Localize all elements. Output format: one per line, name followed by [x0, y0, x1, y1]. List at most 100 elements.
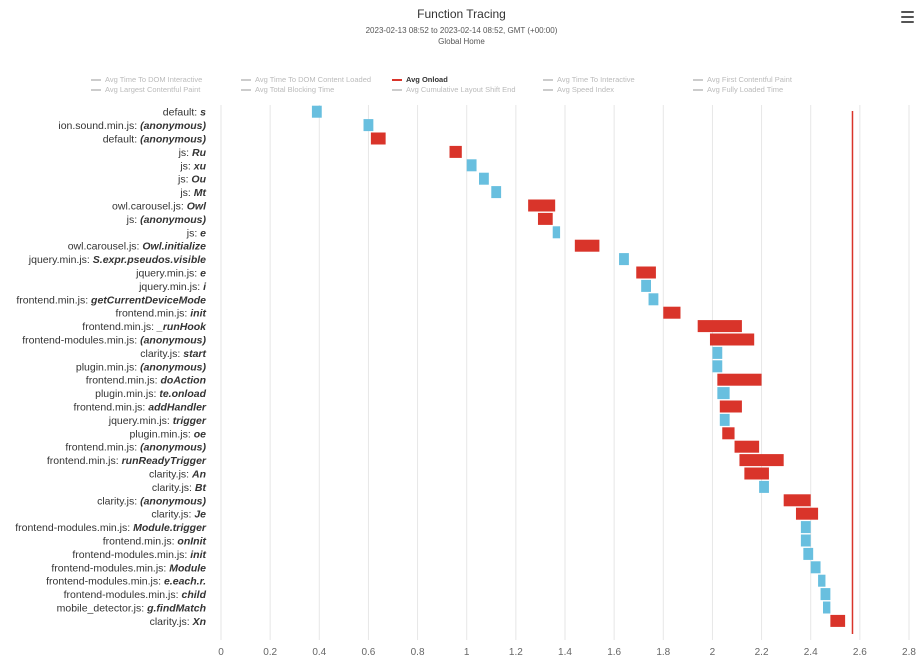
file-name: default:: [103, 134, 140, 146]
function-name: getCurrentDeviceMode: [90, 294, 206, 306]
y-axis-label: js: xu: [179, 160, 206, 172]
file-name: jquery.min.js:: [28, 254, 93, 266]
file-name: frontend.min.js:: [82, 321, 157, 333]
function-name: e.each.r.: [164, 576, 206, 588]
trace-bar: [719, 400, 742, 413]
legend-item-fully-loaded-time[interactable]: Avg Fully Loaded Time: [693, 85, 783, 94]
legend-item-time-to-interactive[interactable]: Avg Time To Interactive: [543, 75, 635, 84]
file-name: frontend.min.js:: [74, 402, 149, 414]
trace-bar: [722, 427, 735, 440]
file-name: frontend.min.js:: [86, 375, 161, 387]
file-name: frontend.min.js:: [65, 442, 140, 454]
trace-bar: [663, 306, 681, 319]
y-axis-label: jquery.min.js: i: [138, 281, 207, 293]
x-tick-label: 0.2: [263, 647, 277, 658]
trace-bar: [717, 387, 730, 400]
legend-swatch: [543, 78, 553, 81]
legend-label: Avg Time To DOM Interactive: [105, 75, 203, 84]
legend-item-first-contentful-paint[interactable]: Avg First Contentful Paint: [693, 75, 792, 84]
y-axis-label: frontend-modules.min.js: (anonymous): [22, 335, 206, 347]
legend-swatch: [693, 88, 703, 91]
function-name: (anonymous): [140, 361, 206, 373]
file-name: frontend-modules.min.js:: [72, 549, 190, 561]
file-name: default:: [163, 107, 200, 119]
trace-bar: [800, 521, 811, 534]
function-name: (anonymous): [140, 120, 206, 132]
function-name: Module.trigger: [133, 522, 207, 534]
legend-label: Avg Cumulative Layout Shift End: [406, 85, 516, 94]
y-axis-label: frontend-modules.min.js: e.each.r.: [46, 576, 206, 588]
function-name: oe: [194, 428, 206, 440]
x-tick-label: 0.6: [361, 647, 375, 658]
legend-swatch: [91, 88, 101, 91]
trace-bar: [744, 467, 769, 480]
function-name: i: [203, 281, 207, 293]
y-axis-label: frontend.min.js: (anonymous): [65, 442, 206, 454]
y-axis-label: frontend.min.js: runReadyTrigger: [47, 455, 207, 467]
x-tick-label: 0.4: [312, 647, 326, 658]
page-name-text: Global Home: [438, 37, 485, 46]
y-axis-label: plugin.min.js: (anonymous): [76, 361, 207, 373]
function-name: (anonymous): [140, 495, 206, 507]
legend-item-speed-index[interactable]: Avg Speed Index: [543, 85, 614, 94]
legend-swatch: [392, 78, 402, 81]
chart-title: Function Tracing: [417, 7, 506, 21]
file-name: clarity.js:: [151, 509, 194, 521]
file-name: js:: [179, 160, 193, 172]
file-name: js:: [178, 147, 192, 159]
x-tick-label: 1.8: [656, 647, 670, 658]
trace-bar: [479, 172, 489, 185]
bars: [311, 105, 846, 627]
file-name: mobile_detector.js:: [57, 603, 147, 615]
function-name: e: [200, 268, 206, 280]
trace-bar: [739, 454, 784, 467]
trace-bar: [783, 494, 811, 507]
hamburger-menu-icon[interactable]: [901, 11, 915, 23]
file-name: clarity.js:: [152, 482, 195, 494]
y-axis-label: clarity.js: start: [140, 348, 206, 360]
trace-bar: [717, 373, 762, 386]
legend-item-dom-content-loaded[interactable]: Avg Time To DOM Content Loaded: [241, 75, 371, 84]
y-axis-label: frontend.min.js: doAction: [86, 375, 206, 387]
trace-bar: [759, 480, 769, 493]
file-name: js:: [179, 187, 193, 199]
y-axis-label: plugin.min.js: oe: [130, 428, 207, 440]
legend-label: Avg First Contentful Paint: [707, 75, 792, 84]
chart-legend: Avg Time To DOM Interactive Avg Time To …: [0, 75, 923, 97]
file-name: frontend-modules.min.js:: [64, 589, 182, 601]
function-name: Owl.initialize: [142, 241, 206, 253]
trace-bar: [697, 320, 742, 333]
legend-item-layout-shift-end[interactable]: Avg Cumulative Layout Shift End: [392, 85, 516, 94]
file-name: jquery.min.js:: [108, 415, 173, 427]
trace-bar: [537, 212, 553, 225]
legend-item-total-blocking-time[interactable]: Avg Total Blocking Time: [241, 85, 334, 94]
function-name: s: [200, 107, 206, 119]
function-name: Module: [169, 562, 206, 574]
legend-swatch: [241, 78, 251, 81]
legend-item-largest-contentful-paint[interactable]: Avg Largest Contentful Paint: [91, 85, 200, 94]
y-axis-label: default: (anonymous): [103, 134, 207, 146]
y-axis-label: frontend-modules.min.js: init: [72, 549, 206, 561]
function-name: Ou: [191, 174, 206, 186]
y-axis-label: frontend-modules.min.js: Module.trigger: [15, 522, 207, 534]
y-axis-label: js: Ou: [177, 174, 207, 186]
legend-item-dom-interactive[interactable]: Avg Time To DOM Interactive: [91, 75, 202, 84]
trace-bar: [619, 253, 629, 266]
trace-bar: [712, 346, 723, 359]
legend-item-onload[interactable]: Avg Onload: [392, 75, 448, 84]
y-axis-label: js: Ru: [178, 147, 207, 159]
trace-bar: [823, 601, 831, 614]
function-name: Ru: [192, 147, 207, 159]
x-tick-label: 2: [710, 647, 716, 658]
legend-label: Avg Largest Contentful Paint: [105, 85, 201, 94]
x-tick-label: 2.4: [804, 647, 818, 658]
y-axis-label: ion.sound.min.js: (anonymous): [58, 120, 206, 132]
file-name: frontend.min.js:: [47, 455, 122, 467]
y-axis-label: frontend.min.js: init: [116, 308, 207, 320]
trace-bar: [830, 614, 846, 627]
trace-bar: [709, 333, 755, 346]
x-tick-label: 2.6: [853, 647, 867, 658]
trace-bar: [820, 588, 831, 601]
x-tick-label: 2.2: [755, 647, 769, 658]
function-name: S.expr.pseudos.visible: [93, 254, 206, 266]
